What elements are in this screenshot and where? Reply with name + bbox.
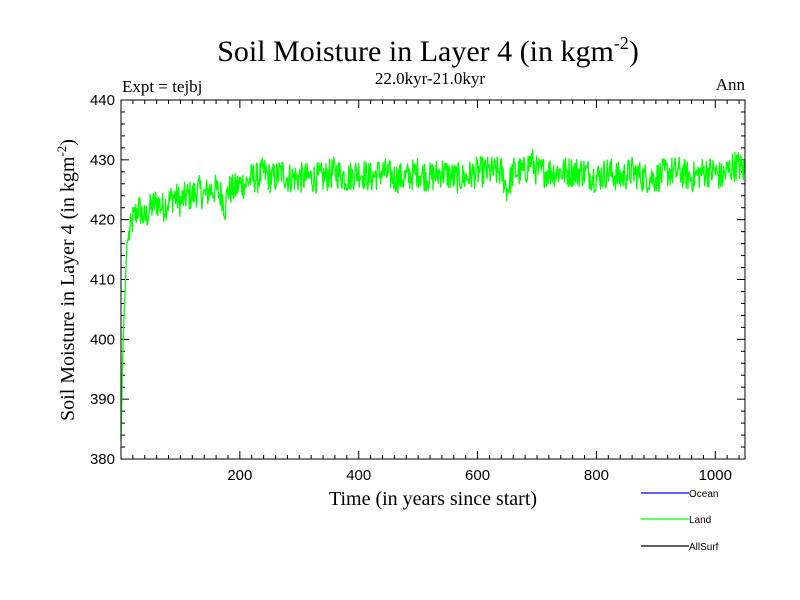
chart-title: Soil Moisture in Layer 4 (in kgm-2) — [217, 33, 639, 68]
y-tick-label: 410 — [90, 272, 115, 289]
x-tick-label: 600 — [465, 467, 490, 484]
y-tick-label: 430 — [90, 152, 115, 169]
plot-frame — [120, 99, 746, 460]
y-tick-label: 390 — [90, 391, 115, 408]
legend-label-allsurf: AllSurf — [689, 542, 719, 553]
y-tick-label: 440 — [90, 92, 115, 109]
legend: Ocean Land AllSurf — [641, 489, 719, 553]
y-tick-label: 380 — [90, 451, 115, 468]
y-axis-label: Soil Moisture in Layer 4 (in kgm-2) — [54, 139, 79, 421]
season-label: Ann — [716, 75, 746, 94]
experiment-label: Expt = tejbj — [122, 77, 202, 96]
x-tick-label: 400 — [346, 467, 371, 484]
x-axis-label: Time (in years since start) — [329, 488, 537, 510]
x-tick-label: 800 — [584, 467, 609, 484]
series-line-land — [120, 148, 746, 442]
y-tick-label: 420 — [90, 212, 115, 229]
axis-ticks: 200 400 600 800 1000 380 390 400 410 420 430 440 — [90, 92, 745, 484]
chart-subtitle: 22.0kyr-21.0kyr — [375, 69, 485, 88]
y-tick-label: 400 — [90, 331, 115, 348]
series-group — [120, 148, 746, 442]
legend-label-land: Land — [689, 515, 711, 526]
x-tick-label: 200 — [227, 467, 252, 484]
x-tick-label: 1000 — [699, 467, 732, 484]
legend-label-ocean: Ocean — [689, 489, 718, 500]
